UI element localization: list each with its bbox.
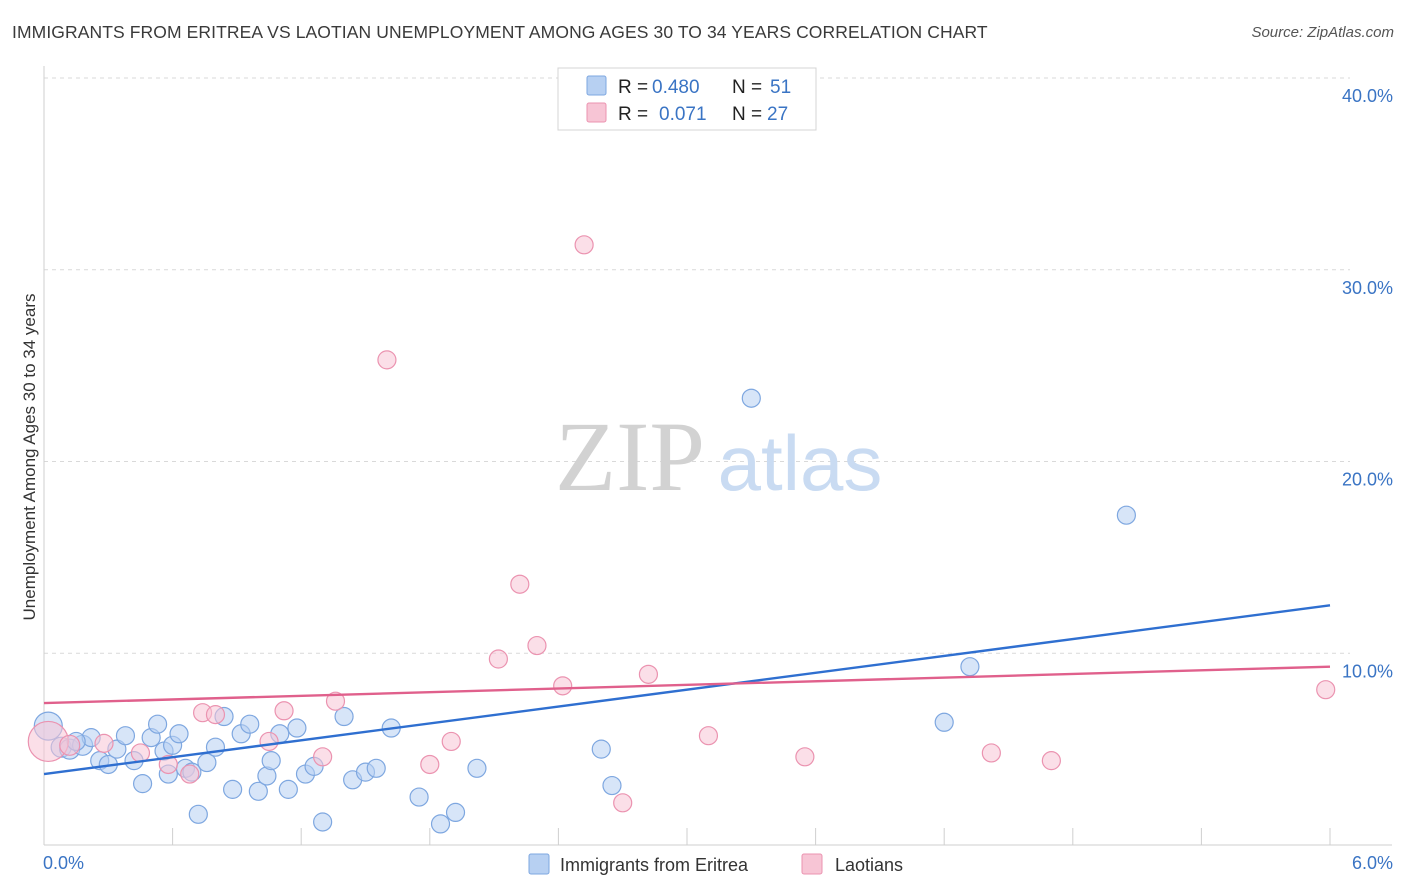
bottom-legend-label-laotians: Laotians <box>835 855 903 875</box>
point-laotians-2 <box>94 733 114 753</box>
point-laotians-13 <box>420 754 440 775</box>
watermark-zip: ZIP <box>555 401 705 512</box>
point-laotians-25 <box>1041 751 1061 771</box>
point-laotians-18 <box>553 676 573 696</box>
bottom-legend: Immigrants from Eritrea Laotians <box>528 853 903 875</box>
point-laotians-26 <box>1316 680 1336 700</box>
legend-n-value-laotians: 27 <box>767 104 788 125</box>
point-eritrea-18 <box>188 804 208 824</box>
trend-line-laotians <box>43 665 1331 705</box>
point-eritrea-47 <box>960 657 980 677</box>
point-laotians-15 <box>488 649 508 669</box>
point-eritrea-44 <box>602 775 622 796</box>
legend-r-label-eritrea: R = <box>618 77 648 98</box>
point-eritrea-8 <box>115 726 136 746</box>
y-tick-label-2: 30.0% <box>1342 278 1393 298</box>
point-laotians-8 <box>259 731 279 752</box>
legend-n-value-eritrea: 51 <box>770 77 791 98</box>
point-laotians-19 <box>574 235 594 255</box>
chart-title: IMMIGRANTS FROM ERITREA VS LAOTIAN UNEMP… <box>12 22 988 42</box>
legend-r-label-laotians: R = <box>618 104 648 125</box>
point-eritrea-33 <box>313 812 333 832</box>
point-eritrea-15 <box>169 724 189 744</box>
point-laotians-5 <box>180 764 200 784</box>
legend-r-value-laotians: 0.071 <box>659 104 707 125</box>
point-eritrea-24 <box>240 714 260 734</box>
tick-labels: 10.0% 20.0% 30.0% 40.0% 0.0% 6.0% <box>43 86 1393 873</box>
point-laotians-21 <box>638 664 659 684</box>
point-eritrea-27 <box>261 751 281 771</box>
point-eritrea-46 <box>934 712 954 732</box>
x-tick-label-0: 0.0% <box>43 853 84 873</box>
point-laotians-23 <box>795 747 815 767</box>
point-eritrea-22 <box>223 779 243 799</box>
watermark: ZIP atlas <box>555 401 882 512</box>
point-laotians-22 <box>698 726 719 746</box>
x-tick-label-1: 6.0% <box>1352 853 1393 873</box>
y-tick-label-3: 40.0% <box>1342 86 1393 106</box>
point-eritrea-40 <box>430 814 451 834</box>
point-laotians-4 <box>158 754 178 775</box>
point-laotians-17 <box>527 635 547 656</box>
point-laotians-20 <box>613 793 633 813</box>
watermark-atlas: atlas <box>718 419 883 507</box>
point-laotians-12 <box>377 350 397 370</box>
point-laotians-9 <box>274 701 294 721</box>
point-eritrea-12 <box>147 714 168 734</box>
y-tick-label-1: 20.0% <box>1342 470 1393 490</box>
gridlines <box>44 77 1350 654</box>
point-eritrea-39 <box>409 787 429 807</box>
bottom-legend-swatch-eritrea <box>528 853 550 875</box>
point-eritrea-41 <box>445 802 466 823</box>
point-laotians-3 <box>130 743 151 763</box>
legend-swatch-eritrea <box>586 75 607 96</box>
y-tick-label-0: 10.0% <box>1342 661 1393 681</box>
point-eritrea-45 <box>741 388 761 408</box>
point-eritrea-10 <box>132 774 153 794</box>
legend: R = 0.480 N = 51 R = 0.071 N = 27 <box>557 67 817 131</box>
legend-r-value-eritrea: 0.480 <box>652 77 700 98</box>
point-eritrea-43 <box>591 739 611 759</box>
legend-swatch-laotians <box>586 102 607 123</box>
y-axis-label: Unemployment Among Ages 30 to 34 years <box>20 294 39 621</box>
point-laotians-24 <box>981 743 1001 763</box>
data-points <box>27 235 1336 834</box>
point-eritrea-30 <box>287 718 307 738</box>
bottom-legend-swatch-laotians <box>801 853 823 875</box>
trend-line-eritrea <box>43 604 1331 776</box>
point-eritrea-48 <box>1116 505 1136 525</box>
point-eritrea-37 <box>366 758 386 778</box>
point-laotians-14 <box>441 731 461 752</box>
bottom-legend-label-eritrea: Immigrants from Eritrea <box>560 855 749 875</box>
point-laotians-7 <box>205 705 226 725</box>
point-eritrea-25 <box>248 781 268 801</box>
source-label: Source: ZipAtlas.com <box>1251 24 1394 41</box>
point-laotians-16 <box>510 574 530 594</box>
point-laotians-1 <box>59 734 81 756</box>
point-eritrea-42 <box>467 758 487 778</box>
point-laotians-11 <box>325 691 346 711</box>
trend-lines <box>43 604 1331 776</box>
point-eritrea-29 <box>278 779 298 799</box>
legend-n-label-laotians: N = <box>732 104 762 125</box>
point-eritrea-34 <box>334 706 354 727</box>
legend-n-label-eritrea: N = <box>732 77 762 98</box>
point-laotians-10 <box>313 747 333 767</box>
